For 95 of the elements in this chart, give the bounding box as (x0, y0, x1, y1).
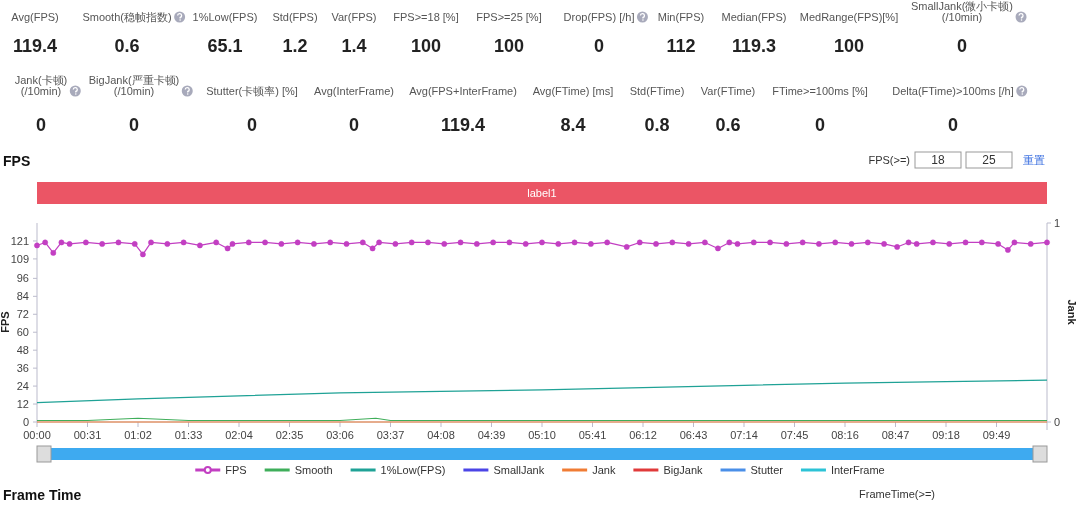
category-label: Std(FTime) (629, 85, 685, 97)
legend-label: BigJank (663, 464, 704, 476)
data-label: 119.4 (440, 115, 486, 135)
y-tick-label: 48 (16, 344, 29, 357)
data-label: 112 (666, 36, 696, 56)
category-label: Var(FTime) (700, 85, 756, 97)
category-label: BigJank(严重卡顿) (/10min) (88, 74, 180, 97)
data-label: 100 (493, 36, 525, 56)
data-label: 0 (348, 115, 360, 135)
y-axis-title: FPS (0, 311, 11, 333)
data-label: 100 (833, 36, 865, 56)
x-tick-label: 09:49 (982, 429, 1011, 441)
text: 重置 (1023, 154, 1045, 166)
category-label: Min(FPS) (657, 11, 705, 23)
legend-label: Smooth (294, 464, 333, 476)
data-label: 0 (947, 115, 959, 135)
category-label: Stutter(卡顿率) [%] (206, 85, 298, 97)
text: 25 (982, 153, 996, 167)
y-tick-label: 24 (16, 380, 29, 393)
x-tick-label: 07:45 (780, 429, 809, 441)
legend-label: SmallJank (493, 464, 545, 476)
category-label: Delta(FTime)>100ms [/h] (892, 85, 1014, 97)
y-tick-label: 121 (10, 234, 29, 247)
data-label: 0.8 (644, 115, 670, 135)
data-label: 0.6 (114, 36, 140, 56)
category-label: Avg(FPS+InterFrame) (409, 85, 517, 97)
data-label: 119.4 (12, 36, 58, 56)
category-label: Std(FPS) (272, 11, 318, 23)
text: 18 (931, 153, 945, 167)
text: label1 (527, 187, 557, 199)
category-label: Smooth(稳帧指数) (82, 11, 172, 23)
y-tick-label: 12 (16, 398, 29, 411)
legend-label: 1%Low(FPS) (380, 464, 446, 476)
text: FrameTime(>=) (859, 488, 935, 500)
data-label: 0 (593, 36, 605, 56)
x-tick-label: 06:43 (679, 429, 708, 441)
x-tick-label: 05:41 (578, 429, 607, 441)
x-tick-label: 04:08 (427, 429, 455, 441)
x-tick-label: 03:06 (326, 429, 354, 441)
category-label: 1%Low(FPS) (192, 11, 258, 23)
category-label: Jank(卡顿) (/10min) (14, 74, 68, 97)
data-label: 1.4 (341, 36, 367, 56)
category-label: Var(FPS) (331, 11, 377, 23)
y-tick-label: 84 (16, 290, 29, 303)
x-tick-label: 09:18 (932, 429, 960, 441)
x-tick-label: 03:37 (376, 429, 405, 441)
data-label: 119.3 (731, 36, 777, 56)
y-tick-label: 96 (16, 272, 29, 285)
legend-label: Stutter (750, 464, 784, 476)
x-tick-label: 01:33 (174, 429, 203, 441)
data-label: 100 (410, 36, 442, 56)
data-label: 0.6 (715, 115, 741, 135)
category-label: MedRange(FPS)[%] (799, 11, 899, 23)
data-label: 0 (128, 115, 140, 135)
x-tick-label: 01:02 (124, 429, 152, 441)
text: FPS(>=) (868, 154, 910, 166)
data-label: 65.1 (207, 36, 243, 56)
y2-tick-label: 1 (1054, 217, 1061, 229)
y-tick-label: 72 (16, 308, 29, 321)
x-tick-label: 02:35 (275, 429, 304, 441)
legend-label: InterFrame (830, 464, 885, 476)
text: Frame Time (3, 487, 82, 503)
legend-label: FPS (225, 464, 247, 476)
x-tick-label: 04:39 (477, 429, 506, 441)
y-tick-label: 60 (16, 326, 29, 339)
data-label: 0 (246, 115, 258, 135)
category-label: FPS>=25 [%] (476, 11, 542, 23)
category-label: FPS>=18 [%] (393, 11, 459, 23)
category-label: Median(FPS) (721, 11, 787, 23)
x-tick-label: 08:16 (831, 429, 859, 441)
x-tick-label: 00:31 (73, 429, 102, 441)
data-label: 0 (956, 36, 968, 56)
chart-title: FPS (3, 153, 31, 169)
y2-axis-title: Jank (1066, 299, 1078, 326)
x-tick-label: 00:00 (23, 429, 51, 441)
x-tick-label: 02:04 (225, 429, 253, 441)
category-label: Avg(FPS) (11, 11, 59, 23)
data-label: 0 (814, 115, 826, 135)
data-label: 8.4 (560, 115, 586, 135)
category-label: SmallJank(微小卡顿) (/10min) (910, 0, 1014, 23)
data-label: 1.2 (282, 36, 308, 56)
x-tick-label: 05:10 (528, 429, 556, 441)
y-tick-label: 0 (22, 416, 29, 428)
y-tick-label: 36 (16, 362, 29, 375)
y-tick-label: 109 (10, 252, 29, 265)
category-label: Avg(InterFrame) (314, 85, 394, 97)
x-tick-label: 08:47 (881, 429, 910, 441)
x-tick-label: 06:12 (629, 429, 657, 441)
category-label: FTime>=100ms [%] (772, 85, 868, 97)
category-label: Avg(FTime) [ms] (532, 85, 614, 97)
x-tick-label: 07:14 (730, 429, 758, 441)
category-label: Drop(FPS) [/h] (563, 11, 635, 23)
data-label: 0 (35, 115, 47, 135)
legend-label: Jank (592, 464, 616, 476)
y2-tick-label: 0 (1054, 416, 1061, 428)
